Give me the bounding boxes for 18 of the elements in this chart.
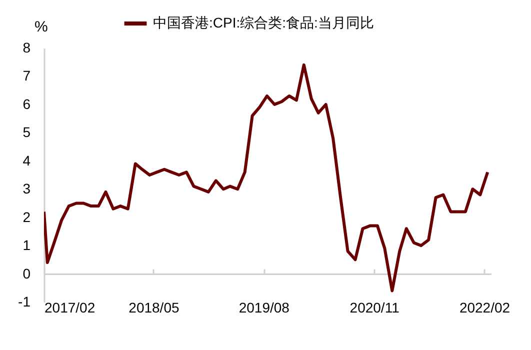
y-tick-label: 1 (22, 237, 31, 254)
y-tick-label: 3 (22, 180, 31, 197)
legend-label: 中国香港:CPI:综合类:食品:当月同比 (153, 14, 374, 30)
x-tick-label: 2019/08 (238, 300, 290, 316)
x-tick-label: 2017/02 (44, 300, 96, 316)
y-tick-label: -1 (18, 294, 31, 310)
y-axis-title: % (34, 18, 48, 36)
x-tick-label: 2018/05 (128, 300, 180, 316)
y-tick-label: 8 (22, 40, 31, 56)
y-tick-label: 2 (22, 208, 31, 225)
y-tick-label: 7 (22, 68, 31, 84)
y-tick-label: 5 (22, 124, 31, 140)
line-series (44, 63, 490, 292)
x-tick-label: 2020/11 (350, 300, 400, 316)
y-tick-label: 6 (22, 96, 31, 112)
y-tick-label: 4 (22, 152, 31, 168)
x-tick-label: 2022/02 (459, 300, 510, 316)
y-tick-label: 0 (22, 265, 31, 282)
